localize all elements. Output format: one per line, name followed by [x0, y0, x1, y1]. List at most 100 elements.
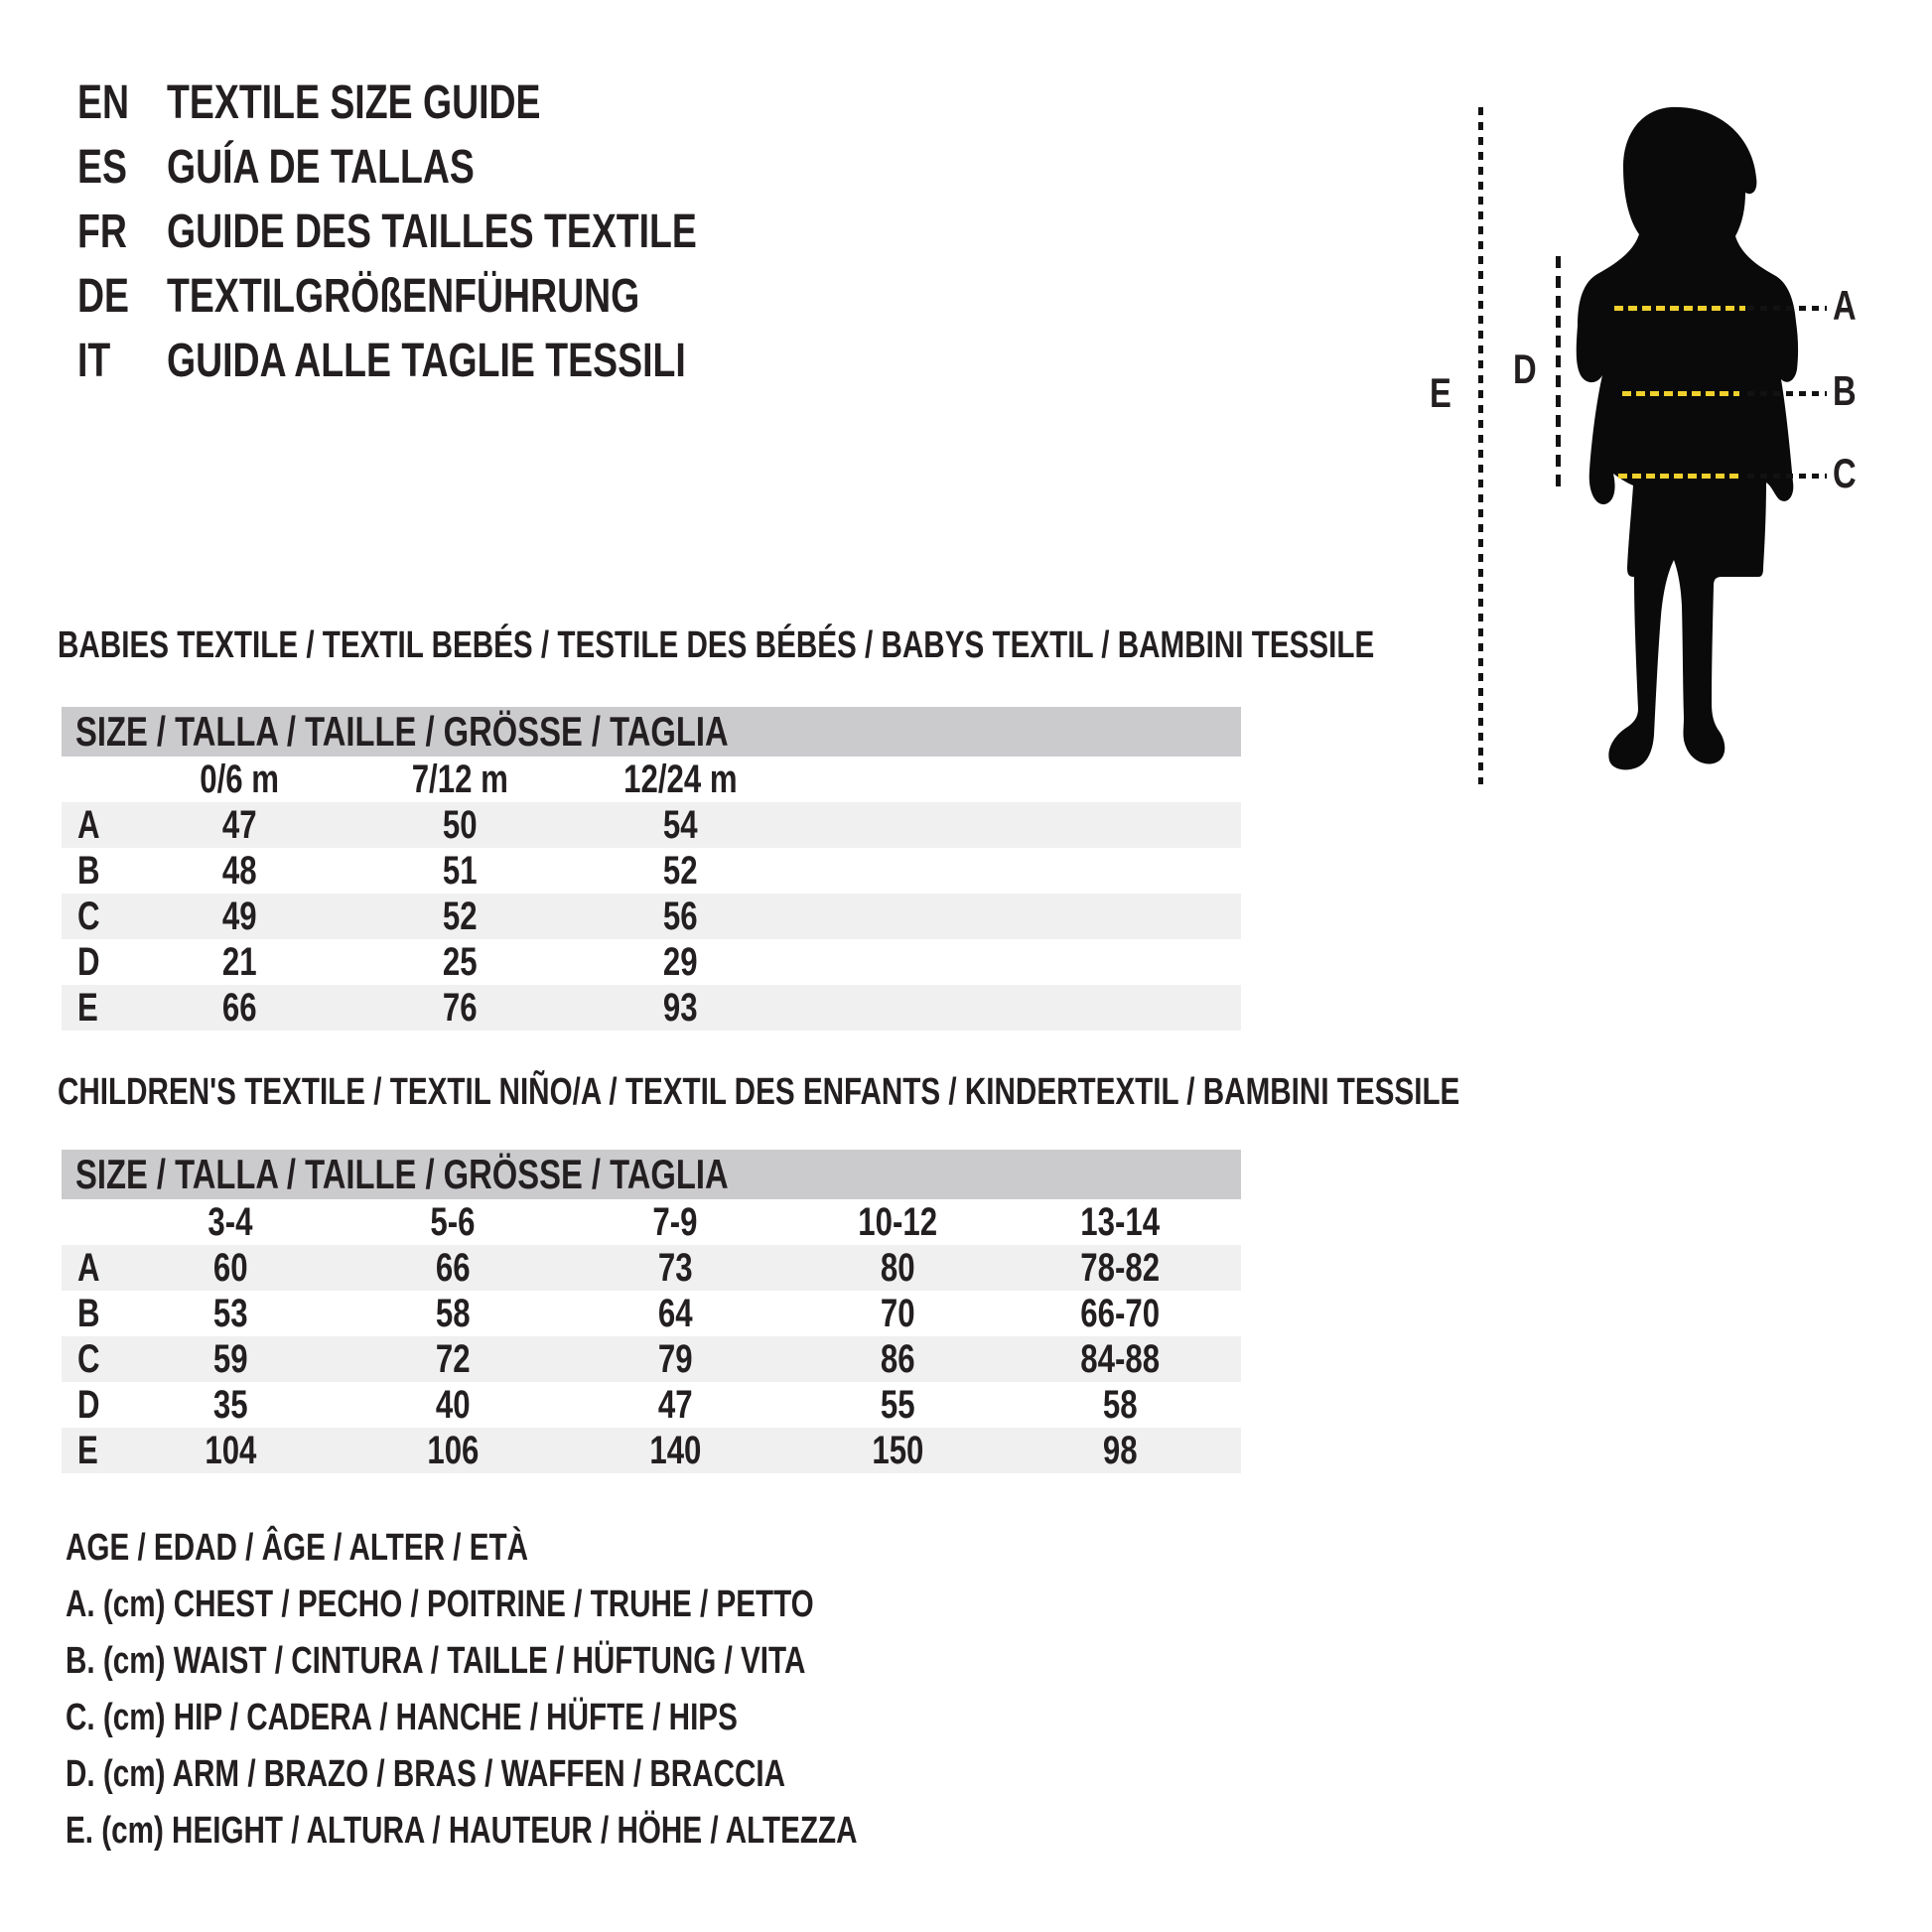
- cell-value: 35: [212, 1382, 248, 1427]
- children-size-header-bar: SIZE / TALLA / TAILLE / GRÖSSE / TAGLIA: [62, 1150, 1241, 1199]
- babies-table-row-A: A 47 50 54: [62, 802, 1241, 848]
- lang-title-en: TEXTILE SIZE GUIDE: [167, 76, 541, 129]
- babies-table-row-C: C 49 52 56: [62, 894, 1241, 939]
- measure-label-D: D: [1513, 345, 1537, 392]
- lang-code-de: DE: [77, 270, 130, 323]
- cell-value: 21: [221, 939, 257, 984]
- cell-value: 66: [221, 985, 257, 1030]
- cell-value: 47: [221, 802, 257, 847]
- row-label: E: [77, 1428, 98, 1472]
- lang-line-es: ES GUÍA DE TALLAS: [0, 143, 894, 193]
- lang-line-en: EN TEXTILE SIZE GUIDE: [0, 78, 894, 128]
- legend-waist-line: B. (cm) WAIST / CINTURA / TAILLE / HÜFTU…: [66, 1640, 806, 1682]
- cell-value: 84-88: [1080, 1336, 1160, 1381]
- row-label: C: [77, 894, 100, 938]
- babies-table-row-D: D 21 25 29: [62, 939, 1241, 985]
- lang-code-fr: FR: [77, 206, 127, 258]
- cell-value: 53: [212, 1291, 248, 1335]
- children-col-header-13-14: 13-14: [1080, 1199, 1160, 1244]
- cell-value: 140: [648, 1428, 702, 1472]
- lang-code-es: ES: [77, 141, 127, 194]
- lang-title-es: GUÍA DE TALLAS: [167, 141, 475, 194]
- lang-line-it: IT GUIDA ALLE TAGLIE TESSILI: [0, 337, 894, 386]
- legend-age-line: AGE / EDAD / ÂGE / ALTER / ETÀ: [66, 1527, 529, 1569]
- cell-value: 72: [435, 1336, 471, 1381]
- cell-value: 93: [662, 985, 698, 1030]
- cell-value: 56: [662, 894, 698, 938]
- children-table-row-C: C 59 72 79 86 84-88: [62, 1336, 1241, 1382]
- lang-title-it: GUIDA ALLE TAGLIE TESSILI: [167, 335, 686, 387]
- cell-value: 55: [880, 1382, 915, 1427]
- children-table-row-B: B 53 58 64 70 66-70: [62, 1291, 1241, 1336]
- cell-value: 64: [657, 1291, 693, 1335]
- measure-label-B: B: [1833, 367, 1857, 414]
- measure-label-E: E: [1430, 369, 1451, 416]
- babies-size-header-bar: SIZE / TALLA / TAILLE / GRÖSSE / TAGLIA: [62, 707, 1241, 757]
- row-label: C: [77, 1336, 100, 1381]
- measure-label-C: C: [1833, 450, 1857, 496]
- cell-value: 79: [657, 1336, 693, 1381]
- cell-value: 80: [880, 1245, 915, 1290]
- babies-col-header-12-24m: 12/24 m: [622, 757, 738, 801]
- babies-size-header-text: SIZE / TALLA / TAILLE / GRÖSSE / TAGLIA: [75, 708, 729, 755]
- measure-label-A: A: [1833, 282, 1857, 329]
- chest-measure-line-A-black: [1747, 306, 1827, 311]
- cell-value: 29: [662, 939, 698, 984]
- row-label: E: [77, 985, 98, 1030]
- cell-value: 66: [435, 1245, 471, 1290]
- cell-value: 47: [657, 1382, 693, 1427]
- arm-measure-line-D: [1556, 256, 1561, 486]
- babies-column-header-row: 0/6 m 7/12 m 12/24 m: [62, 757, 1241, 802]
- child-silhouette-image: [1576, 106, 1799, 770]
- cell-value: 70: [880, 1291, 915, 1335]
- children-table-row-A: A 60 66 73 80 78-82: [62, 1245, 1241, 1291]
- waist-measure-line-B-black: [1747, 391, 1827, 396]
- cell-value: 150: [871, 1428, 924, 1472]
- cell-value: 76: [442, 985, 478, 1030]
- row-label: D: [77, 939, 100, 984]
- chest-measure-line-A-yellow: [1614, 306, 1745, 311]
- row-label: D: [77, 1382, 100, 1427]
- legend-hip-line: C. (cm) HIP / CADERA / HANCHE / HÜFTE / …: [66, 1697, 738, 1738]
- hip-measure-line-C-yellow: [1618, 474, 1743, 479]
- cell-value: 60: [212, 1245, 248, 1290]
- children-col-header-7-9: 7-9: [652, 1199, 698, 1244]
- children-table-row-E: E 104 106 140 150 98: [62, 1428, 1241, 1473]
- lang-title-de: TEXTILGRÖßENFÜHRUNG: [167, 270, 640, 323]
- cell-value: 58: [1102, 1382, 1138, 1427]
- cell-value: 51: [442, 848, 478, 893]
- babies-table-row-E: E 66 76 93: [62, 985, 1241, 1031]
- cell-value: 52: [442, 894, 478, 938]
- children-size-header-text: SIZE / TALLA / TAILLE / GRÖSSE / TAGLIA: [75, 1151, 729, 1197]
- hip-measure-line-C-black: [1747, 474, 1827, 479]
- babies-col-header-0-6m: 0/6 m: [200, 757, 279, 801]
- waist-measure-line-B-yellow: [1622, 391, 1739, 396]
- cell-value: 59: [212, 1336, 248, 1381]
- children-col-header-10-12: 10-12: [858, 1199, 937, 1244]
- legend-arm-line: D. (cm) ARM / BRAZO / BRAS / WAFFEN / BR…: [66, 1753, 786, 1795]
- row-label: A: [77, 1245, 100, 1290]
- cell-value: 106: [426, 1428, 480, 1472]
- cell-value: 98: [1102, 1428, 1138, 1472]
- babies-col-header-7-12m: 7/12 m: [411, 757, 508, 801]
- children-col-header-3-4: 3-4: [207, 1199, 253, 1244]
- cell-value: 40: [435, 1382, 471, 1427]
- cell-value: 54: [662, 802, 698, 847]
- row-label: B: [77, 848, 100, 893]
- row-label: B: [77, 1291, 100, 1335]
- cell-value: 73: [657, 1245, 693, 1290]
- cell-value: 86: [880, 1336, 915, 1381]
- cell-value: 58: [435, 1291, 471, 1335]
- cell-value: 52: [662, 848, 698, 893]
- legend-chest-line: A. (cm) CHEST / PECHO / POITRINE / TRUHE…: [66, 1584, 814, 1625]
- cell-value: 78-82: [1080, 1245, 1160, 1290]
- children-section-title: CHILDREN'S TEXTILE / TEXTIL NIÑO/A / TEX…: [58, 1071, 1460, 1113]
- lang-code-en: EN: [77, 76, 130, 129]
- cell-value: 25: [442, 939, 478, 984]
- cell-value: 104: [204, 1428, 257, 1472]
- children-table-row-D: D 35 40 47 55 58: [62, 1382, 1241, 1428]
- lang-code-it: IT: [77, 335, 111, 387]
- cell-value: 50: [442, 802, 478, 847]
- babies-section-title: BABIES TEXTILE / TEXTIL BEBÉS / TESTILE …: [58, 624, 1375, 666]
